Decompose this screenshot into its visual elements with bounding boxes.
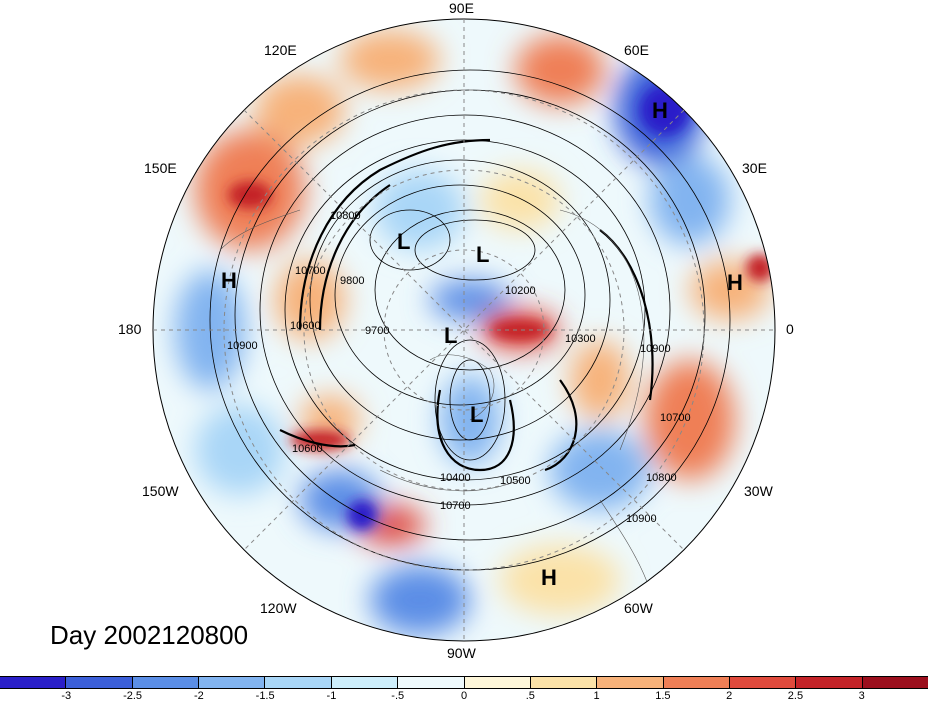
lon-label-120w: 120W xyxy=(260,600,297,616)
colorbar-tick-label: -2 xyxy=(193,690,204,702)
map-title: Day 2002120800 xyxy=(50,620,249,650)
colorbar-tick-label: 1.5 xyxy=(655,690,671,702)
colorbar-swatch xyxy=(331,677,399,688)
coastlines xyxy=(219,209,651,591)
colorbar-swatch xyxy=(729,677,797,688)
contour-label: 10200 xyxy=(505,285,536,297)
low-pressure-label: L xyxy=(470,402,484,427)
colorbar-swatch xyxy=(796,677,863,688)
contour-label: 10900 xyxy=(227,340,258,352)
colorbar-tick-label: 1 xyxy=(593,690,600,702)
high-pressure-label: H xyxy=(652,98,668,123)
lon-label-60w: 60W xyxy=(624,600,653,616)
contour-label: 10400 xyxy=(440,472,471,484)
contour-label: 9800 xyxy=(340,275,365,287)
contour-label: 10500 xyxy=(500,475,531,487)
lon-label-90w: 90W xyxy=(447,645,476,661)
contour-label: 10900 xyxy=(640,343,671,355)
low-pressure-label: L xyxy=(444,323,458,348)
lon-label-0: 0 xyxy=(786,321,794,337)
colorbar-tick-label: -1.5 xyxy=(255,690,275,702)
contour-label: 10800 xyxy=(646,472,677,484)
contour-label: 10600 xyxy=(292,443,323,455)
colorbar-swatch xyxy=(530,677,598,688)
low-pressure-label: L xyxy=(476,242,490,267)
colorbar-swatch xyxy=(199,677,266,688)
lon-label-90e: 90E xyxy=(449,0,474,16)
colorbar xyxy=(0,676,928,689)
colorbar-tick-label: 2 xyxy=(726,690,733,702)
graticule xyxy=(153,19,775,641)
colorbar-swatch xyxy=(265,677,332,688)
lon-label-120e: 120E xyxy=(264,42,297,58)
colorbar-swatch xyxy=(132,677,200,688)
colorbar-swatch xyxy=(464,677,531,688)
colorbar-swatch xyxy=(597,677,664,688)
colorbar-tick-label: -1 xyxy=(326,690,337,702)
high-pressure-label: H xyxy=(541,565,557,590)
lon-label-150e: 150E xyxy=(144,160,177,176)
colorbar-tick-label: 0 xyxy=(460,690,468,702)
lon-label-150w: 150W xyxy=(142,483,179,499)
lon-label-30w: 30W xyxy=(744,483,773,499)
colorbar-tick-label: 2.5 xyxy=(787,690,804,702)
colorbar-tick-label: -3 xyxy=(61,690,72,702)
contour-label: 10700 xyxy=(440,500,471,512)
colorbar-tick-label: -2.5 xyxy=(123,690,143,702)
lon-label-30e: 30E xyxy=(742,160,767,176)
contour-label: 10700 xyxy=(295,265,326,277)
colorbar-swatch xyxy=(398,677,465,688)
colorbar-swatch xyxy=(0,677,67,688)
high-pressure-label: H xyxy=(727,270,743,295)
lon-label-60e: 60E xyxy=(624,42,649,58)
colorbar-swatch xyxy=(66,677,133,688)
contour-label: 10300 xyxy=(565,333,596,345)
low-pressure-label: L xyxy=(397,229,411,254)
lon-label-180: 180 xyxy=(118,321,142,337)
contour-label: 10700 xyxy=(660,412,691,424)
contour-label: 10900 xyxy=(626,513,657,525)
contour-label: 9700 xyxy=(365,325,390,337)
colorbar-swatch xyxy=(663,677,730,688)
colorbar-tick-label: .5 xyxy=(525,690,535,702)
colorbar-tick-label: 3 xyxy=(858,690,865,702)
high-pressure-label: H xyxy=(221,268,237,293)
colorbar-swatch xyxy=(862,677,928,688)
colorbar-tick-label: -.5 xyxy=(391,690,405,702)
contour-label: 10600 xyxy=(290,320,321,332)
contour-label: 10800 xyxy=(330,210,361,222)
